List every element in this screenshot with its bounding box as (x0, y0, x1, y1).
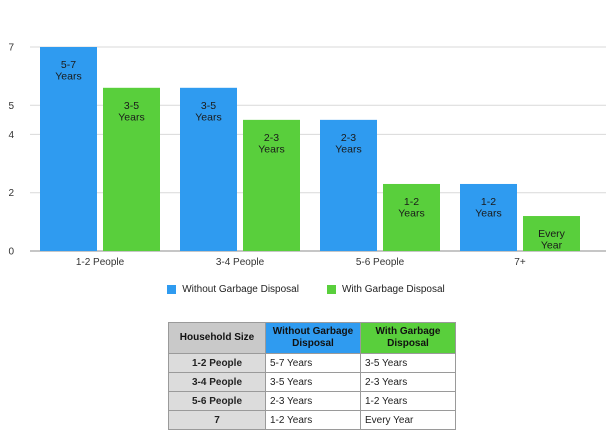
bar-data-label-line: 1-2 (404, 196, 419, 208)
table-row: 5-6 People 2-3 Years 1-2 Years (168, 391, 456, 411)
y-tick-label: 2 (8, 188, 14, 199)
bar-data-label-line: Year (541, 240, 563, 252)
bar-data-label-line: Years (398, 207, 424, 219)
y-tick-label: 4 (8, 130, 14, 141)
row-household-size: 5-6 People (168, 391, 266, 411)
bar-data-label: 1-2 Years (398, 196, 424, 220)
row-with-value: Every Year (360, 410, 456, 430)
y-tick-label: 0 (8, 247, 14, 258)
bar-data-label-line: 5-7 (61, 59, 76, 71)
bar (523, 216, 580, 251)
bar-data-label: 5-7 Years (55, 59, 81, 83)
x-tick-label: 5-6 People (356, 257, 405, 268)
x-tick-label: 7+ (514, 257, 526, 268)
bar (460, 183, 517, 251)
lifespan-table-wrapper: Household Size Without Garbage Disposal … (168, 322, 456, 430)
lifespan-table: Household Size Without Garbage Disposal … (168, 322, 456, 430)
table-row: 1-2 People 5-7 Years 3-5 Years (168, 353, 456, 373)
legend-swatch-without (167, 284, 177, 294)
bar (383, 183, 440, 251)
bar-data-label: 3-5 Years (118, 100, 144, 124)
bar-data-label-line: Years (118, 111, 144, 123)
bar-data-label-line: Every (538, 228, 566, 240)
x-tick-label: 3-4 People (216, 257, 265, 268)
row-with-value: 2-3 Years (360, 372, 456, 392)
bar (40, 47, 97, 251)
legend-item-with: With Garbage Disposal (326, 280, 445, 298)
row-without-value: 5-7 Years (265, 353, 361, 373)
row-household-size: 3-4 People (168, 372, 266, 392)
legend-item-without: Without Garbage Disposal (167, 280, 299, 298)
legend-label-with: With Garbage Disposal (341, 283, 445, 295)
bar (243, 119, 300, 251)
row-without-value: 1-2 Years (265, 410, 361, 430)
bar-data-label-line: 3-5 (201, 100, 216, 112)
row-with-value: 1-2 Years (360, 391, 456, 411)
bar-data-label: 2-3 Years (335, 132, 361, 156)
bar-data-label: 2-3 Years (258, 132, 284, 156)
bar-data-label: 1-2 Years (475, 196, 501, 220)
table-row: 7 1-2 Years Every Year (168, 410, 456, 430)
table-header-row: Household Size Without Garbage Disposal … (168, 322, 456, 354)
bar-data-label-line: Years (475, 207, 501, 219)
legend-swatch-with (326, 284, 336, 294)
y-tick-label: 5 (8, 101, 14, 112)
bar-data-label-line: 3-5 (124, 100, 139, 112)
bar (320, 119, 377, 251)
bar-data-label-line: Years (335, 143, 361, 155)
bar-data-label: 3-5 Years (195, 100, 221, 124)
row-with-value: 3-5 Years (360, 353, 456, 373)
bar-data-label-line: Years (55, 71, 81, 83)
row-without-value: 2-3 Years (265, 391, 361, 411)
bar-data-label-line: Years (258, 143, 284, 155)
header-household-size: Household Size (168, 322, 266, 354)
bar (103, 87, 160, 251)
y-tick-label: 7 (8, 43, 14, 54)
bar (180, 87, 237, 251)
header-with-disposal: With Garbage Disposal (360, 322, 456, 354)
legend-label-without: Without Garbage Disposal (182, 283, 299, 295)
row-household-size: 1-2 People (168, 353, 266, 373)
bar-data-label-line: 2-3 (264, 132, 279, 144)
chart-legend: Without Garbage Disposal With Garbage Di… (0, 280, 612, 298)
row-without-value: 3-5 Years (265, 372, 361, 392)
bar-data-label-line: Years (195, 111, 221, 123)
bar-data-label-line: 2-3 (341, 132, 356, 144)
table-row: 3-4 People 3-5 Years 2-3 Years (168, 372, 456, 392)
x-tick-label: 1-2 People (76, 257, 125, 268)
bar-data-label: Every Year (538, 228, 566, 252)
header-without-disposal: Without Garbage Disposal (265, 322, 361, 354)
row-household-size: 7 (168, 410, 266, 430)
bar-data-label-line: 1-2 (481, 196, 496, 208)
